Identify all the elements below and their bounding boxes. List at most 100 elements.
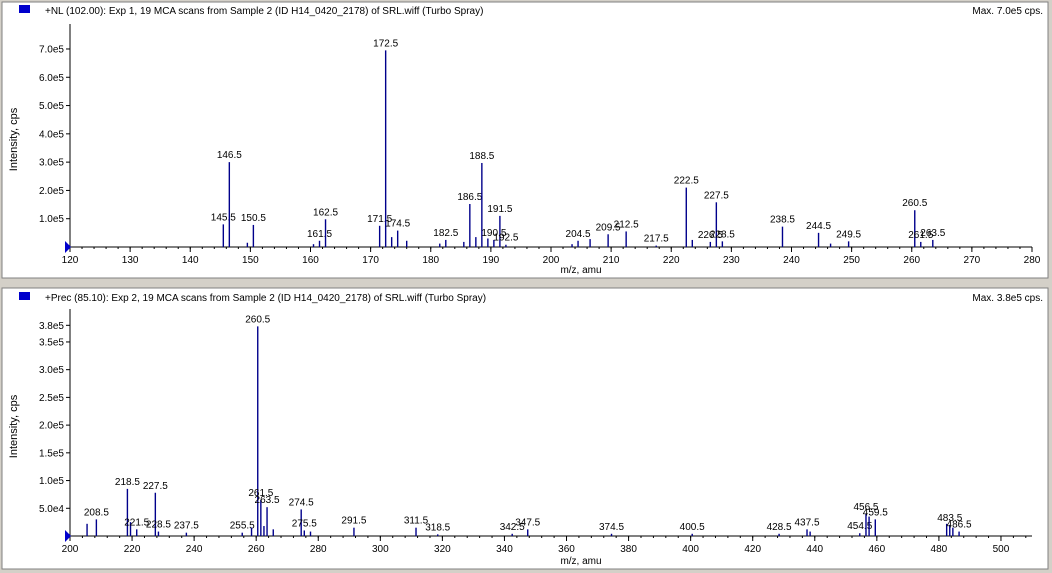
- peak-label: 190.5: [481, 228, 506, 239]
- spectrum-panel-2: +Prec (85.10): Exp 2, 19 MCA scans from …: [1, 287, 1049, 570]
- peak-label: 342.5: [500, 522, 525, 533]
- peak-label: 227.5: [704, 190, 729, 201]
- peak-label: 204.5: [566, 229, 591, 240]
- x-tick-label: 280: [310, 544, 327, 555]
- peak-label: 162.5: [313, 207, 338, 218]
- peak-label: 208.5: [84, 507, 109, 518]
- y-tick-label: 7.0e5: [39, 44, 64, 55]
- x-tick-label: 340: [496, 544, 513, 555]
- peak-label: 274.5: [289, 497, 314, 508]
- x-tick-label: 230: [723, 255, 740, 266]
- peak-label: 456.5: [853, 502, 878, 513]
- series-marker-icon[interactable]: [19, 5, 30, 13]
- peak-label: 222.5: [674, 176, 699, 187]
- peak-label: 209.5: [596, 222, 621, 233]
- peak-label: 182.5: [433, 228, 458, 239]
- peak-label: 261.5: [248, 488, 273, 499]
- x-tick-label: 270: [964, 255, 981, 266]
- y-tick-label: 1.5e5: [39, 448, 64, 459]
- y-tick-label: 4.0e5: [39, 129, 64, 140]
- peak-label: 217.5: [644, 234, 669, 245]
- peak-label: 263.5: [920, 228, 945, 239]
- panel-title: +Prec (85.10): Exp 2, 19 MCA scans from …: [45, 293, 486, 304]
- peak-label: 249.5: [836, 229, 861, 240]
- peak-label: 212.5: [614, 219, 639, 230]
- peak-label: 260.5: [245, 314, 270, 325]
- peak-label: 228.5: [710, 229, 735, 240]
- x-tick-label: 210: [603, 255, 620, 266]
- peak-label: 161.5: [307, 229, 332, 240]
- peak-label: 311.5: [404, 516, 429, 527]
- panel-background: [1, 1, 1049, 279]
- peak-label: 318.5: [425, 522, 450, 533]
- y-tick-label: 2.5e5: [39, 393, 64, 404]
- x-tick-label: 220: [124, 544, 141, 555]
- peak-label: 255.5: [230, 521, 255, 532]
- peak-label: 291.5: [341, 516, 366, 527]
- x-tick-label: 140: [182, 255, 199, 266]
- y-axis-label: Intensity, cps: [8, 394, 20, 458]
- baseline-marker-icon[interactable]: [65, 241, 71, 253]
- x-tick-label: 380: [620, 544, 637, 555]
- x-tick-label: 200: [543, 255, 560, 266]
- y-tick-label: 5.0e5: [39, 101, 64, 112]
- x-tick-label: 260: [903, 255, 920, 266]
- series-marker-icon[interactable]: [19, 292, 30, 300]
- max-intensity-label: Max. 7.0e5 cps.: [972, 6, 1043, 17]
- peak-label: 486.5: [947, 520, 972, 531]
- peak-label: 454.5: [847, 521, 872, 532]
- peak-label: 260.5: [902, 198, 927, 209]
- peak-label: 186.5: [457, 192, 482, 203]
- peak-label: 171.5: [367, 214, 392, 225]
- x-tick-label: 460: [868, 544, 885, 555]
- x-tick-label: 150: [242, 255, 259, 266]
- peak-label: 483.5: [937, 513, 962, 524]
- y-tick-label: 3.0e5: [39, 158, 64, 169]
- peak-label: 228.5: [146, 520, 171, 531]
- peak-label: 172.5: [373, 38, 398, 49]
- peak-label: 238.5: [770, 215, 795, 226]
- peak-label: 275.5: [292, 518, 317, 529]
- y-axis-label: Intensity, cps: [8, 107, 20, 171]
- x-axis-label: m/z, amu: [560, 556, 601, 567]
- peak-label: 244.5: [806, 221, 831, 232]
- peak-label: 437.5: [795, 517, 820, 528]
- x-tick-label: 190: [483, 255, 500, 266]
- y-tick-label: 5.0e4: [39, 504, 64, 515]
- peak-label: 226.5: [698, 230, 723, 241]
- peak-label: 374.5: [599, 522, 624, 533]
- x-tick-label: 220: [663, 255, 680, 266]
- y-tick-label: 3.8e5: [39, 321, 64, 332]
- x-axis-label: m/z, amu: [560, 265, 601, 276]
- peak-label: 221.5: [124, 517, 149, 528]
- x-tick-label: 170: [362, 255, 379, 266]
- peak-label: 227.5: [143, 481, 168, 492]
- y-tick-label: 3.0e5: [39, 365, 64, 376]
- x-tick-label: 130: [122, 255, 139, 266]
- peak-label: 428.5: [767, 522, 792, 533]
- x-tick-label: 200: [62, 544, 79, 555]
- x-tick-label: 320: [434, 544, 451, 555]
- peak-label: 218.5: [115, 477, 140, 488]
- peak-label: 145.5: [211, 212, 236, 223]
- peak-label: 150.5: [241, 213, 266, 224]
- x-tick-label: 480: [931, 544, 948, 555]
- y-tick-label: 1.0e5: [39, 214, 64, 225]
- x-tick-label: 160: [302, 255, 319, 266]
- peak-label: 191.5: [487, 204, 512, 215]
- x-tick-label: 420: [744, 544, 761, 555]
- x-tick-label: 280: [1024, 255, 1041, 266]
- x-tick-label: 500: [993, 544, 1010, 555]
- x-tick-label: 120: [62, 255, 79, 266]
- peak-label: 347.5: [515, 517, 540, 528]
- x-tick-label: 240: [186, 544, 203, 555]
- y-tick-label: 2.0e5: [39, 186, 64, 197]
- x-tick-label: 360: [558, 544, 575, 555]
- x-tick-label: 180: [422, 255, 439, 266]
- panel-background: [1, 287, 1049, 570]
- y-tick-label: 2.0e5: [39, 421, 64, 432]
- peak-label: 188.5: [469, 151, 494, 162]
- baseline-marker-icon[interactable]: [65, 530, 71, 542]
- x-tick-label: 400: [682, 544, 699, 555]
